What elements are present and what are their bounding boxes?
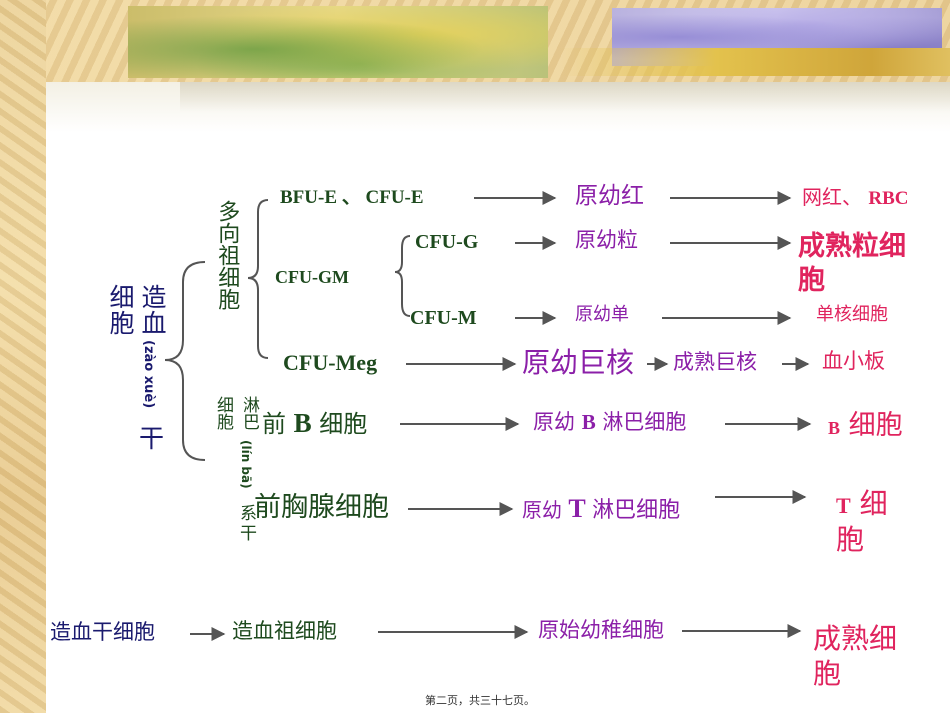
summary-mature: 成熟细胞 — [813, 622, 898, 690]
pre-b-cell: 前 B 细胞 — [262, 410, 367, 437]
summary-proto: 原始幼稚细胞 — [538, 618, 664, 642]
pre-b-pre: 前 — [262, 410, 286, 438]
multi-progenitor: 多向祖细胞 — [214, 200, 240, 310]
proto-gran: 原幼粒 — [575, 228, 638, 252]
stem-brace — [164, 261, 206, 461]
stem-label-1: 细胞 — [106, 284, 135, 336]
monocyte: 单核细胞 — [816, 304, 888, 325]
pre-b-letter: B — [293, 408, 312, 438]
lymph-progenitor-a: 细胞 — [213, 396, 233, 430]
lymph-gan: 干 — [240, 524, 257, 544]
proto-red: 原幼红 — [575, 183, 644, 209]
reticulocyte-rbc: 网红、 RBC — [802, 187, 908, 208]
platelet: 血小板 — [822, 349, 885, 373]
pre-b-cell-text: 细胞 — [319, 410, 368, 438]
proto-b-letter: B — [581, 410, 596, 434]
proto-t-letter: T — [568, 494, 586, 523]
lymph-pinyin: (lín bā) — [239, 440, 253, 489]
stem-label-3: 干 — [139, 424, 165, 453]
t-cell-letter: T — [836, 493, 851, 518]
proto-t-post: 淋巴细胞 — [592, 498, 681, 523]
proto-t-lymph: 原幼 T 淋巴细胞 — [522, 496, 680, 522]
cfu-meg-label: CFU-Meg — [283, 350, 378, 375]
pre-thymus-cell: 前胸腺细胞 — [254, 492, 389, 523]
gm-brace — [394, 235, 411, 317]
summary-progenitor: 造血祖细胞 — [232, 619, 337, 643]
b-cell-text: 细胞 — [848, 410, 903, 441]
proto-b-pre: 原幼 — [533, 410, 575, 434]
page-footer: 第二页，共三十七页。 — [425, 694, 535, 707]
wheat-photo — [560, 48, 950, 76]
b-cell: B 细胞 — [828, 412, 903, 439]
summary-stem: 造血干细胞 — [50, 620, 155, 644]
multi-brace — [247, 199, 269, 359]
leaf-photo — [128, 6, 548, 78]
cfu-m-label: CFU-M — [410, 307, 477, 329]
proto-b-lymph: 原幼 B 淋巴细胞 — [533, 412, 686, 433]
retic-text: 网红、 — [802, 185, 862, 209]
t-cell-text: 细胞 — [836, 487, 888, 557]
lymph-xi: 系 — [240, 504, 257, 524]
proto-mega: 原幼巨核 — [522, 346, 635, 379]
mature-mega: 成熟巨核 — [673, 350, 757, 374]
proto-mono: 原幼单 — [575, 304, 629, 325]
left-decoration — [0, 0, 46, 713]
proto-t-pre: 原幼 — [522, 498, 562, 522]
rbc-text: RBC — [868, 188, 909, 209]
panel-shadow — [180, 82, 950, 112]
proto-b-post: 淋巴细胞 — [602, 410, 687, 434]
t-cell: T 细胞 — [836, 486, 896, 559]
stem-label-2: 造血 — [138, 284, 167, 336]
mature-granulocyte: 成熟粒细胞 — [798, 231, 906, 296]
b-cell-letter: B — [828, 418, 841, 438]
lymph-progenitor-b: 淋巴 — [239, 396, 259, 430]
cfu-g-label: CFU-G — [415, 231, 479, 253]
stem-pinyin: (zào xuè) — [141, 340, 156, 409]
content-panel — [46, 82, 950, 713]
bfu-e-label: BFU-E 、 CFU-E — [280, 187, 424, 208]
cfu-gm-label: CFU-GM — [275, 267, 349, 287]
